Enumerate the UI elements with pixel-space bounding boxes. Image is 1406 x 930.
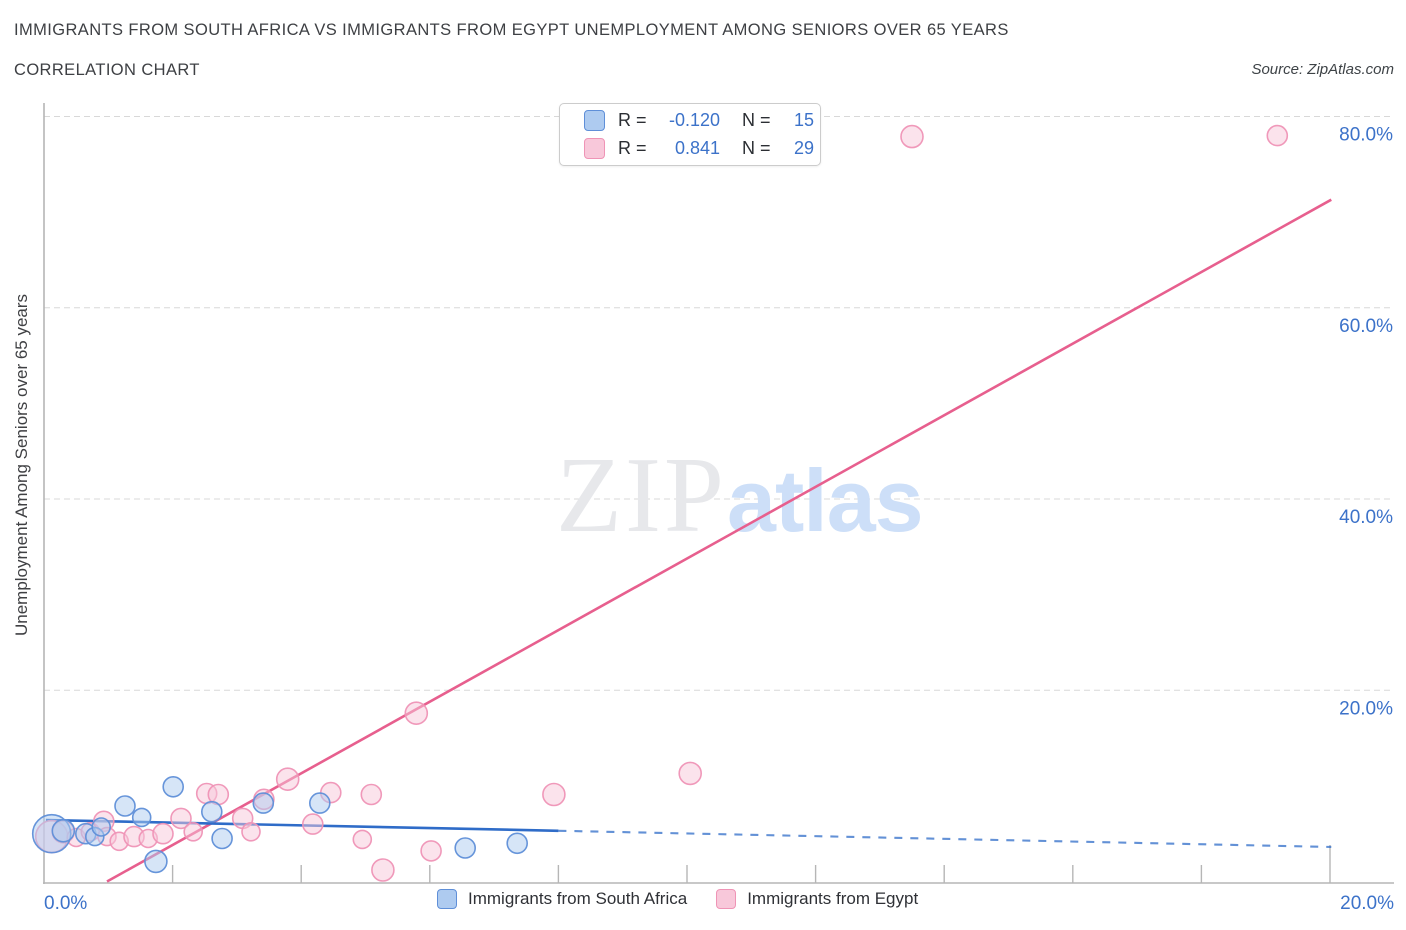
r-value-south-africa: -0.120 bbox=[668, 110, 720, 130]
y-axis-tick-label: 20.0% bbox=[1339, 698, 1393, 719]
data-point-egypt[interactable] bbox=[301, 813, 324, 835]
source-attribution: Source: ZipAtlas.com bbox=[1251, 61, 1394, 78]
legend-item-egypt[interactable]: Immigrants from Egypt bbox=[716, 889, 918, 909]
x-axis-max-label: 20.0% bbox=[1340, 893, 1394, 914]
n-label: N = bbox=[742, 110, 771, 130]
egypt-swatch-icon bbox=[716, 889, 737, 909]
data-point-south-africa[interactable] bbox=[144, 849, 168, 874]
r-label: R = bbox=[618, 110, 647, 130]
legend-label-egypt: Immigrants from Egypt bbox=[747, 889, 919, 908]
y-axis-title: Unemployment Among Seniors over 65 years bbox=[12, 294, 31, 636]
stats-row-south-africa: R = -0.120 N = 15 bbox=[584, 109, 820, 133]
n-label: N = bbox=[742, 138, 771, 158]
data-point-south-africa[interactable] bbox=[308, 792, 331, 814]
data-point-south-africa[interactable] bbox=[114, 795, 136, 817]
legend-label-south-africa: Immigrants from South Africa bbox=[468, 889, 688, 908]
data-point-south-africa[interactable] bbox=[51, 818, 76, 843]
y-axis-tick-label: 40.0% bbox=[1339, 507, 1393, 528]
south-africa-swatch-icon bbox=[584, 110, 605, 131]
page-title: IMMIGRANTS FROM SOUTH AFRICA VS IMMIGRAN… bbox=[14, 21, 1009, 39]
x-axis-min-label: 0.0% bbox=[44, 893, 87, 914]
data-point-egypt[interactable] bbox=[170, 807, 192, 830]
page-subtitle: CORRELATION CHART bbox=[14, 61, 200, 79]
south-africa-swatch-icon bbox=[437, 889, 457, 909]
data-point-egypt[interactable] bbox=[1266, 124, 1289, 147]
zipatlas-watermark: ZIPatlas bbox=[556, 436, 923, 555]
trend-line-egypt bbox=[106, 198, 1332, 883]
data-point-south-africa[interactable] bbox=[201, 800, 223, 823]
r-label: R = bbox=[618, 138, 647, 158]
trend-line-south-africa-extension bbox=[558, 829, 1332, 849]
data-point-south-africa[interactable] bbox=[131, 807, 152, 828]
data-point-egypt[interactable] bbox=[900, 124, 924, 149]
data-point-egypt[interactable] bbox=[152, 822, 174, 845]
data-point-egypt[interactable] bbox=[420, 840, 442, 862]
data-point-egypt[interactable] bbox=[352, 829, 373, 850]
y-axis-tick-label: 80.0% bbox=[1339, 125, 1393, 146]
chart-legend: Immigrants from South Africa Immigrants … bbox=[437, 889, 918, 909]
stats-row-egypt: R = 0.841 N = 29 bbox=[584, 137, 820, 161]
egypt-swatch-icon bbox=[584, 138, 605, 159]
data-point-egypt[interactable] bbox=[241, 821, 261, 842]
r-value-egypt: 0.841 bbox=[674, 138, 720, 158]
data-point-egypt[interactable] bbox=[542, 782, 566, 807]
n-value-south-africa: 15 bbox=[793, 110, 814, 130]
data-point-south-africa[interactable] bbox=[506, 832, 529, 855]
data-point-south-africa[interactable] bbox=[211, 827, 233, 850]
data-point-south-africa[interactable] bbox=[454, 837, 477, 859]
data-point-egypt[interactable] bbox=[360, 783, 383, 806]
data-point-egypt[interactable] bbox=[183, 821, 203, 842]
data-point-egypt[interactable] bbox=[678, 761, 703, 786]
legend-item-south-africa[interactable]: Immigrants from South Africa bbox=[437, 889, 687, 909]
data-point-south-africa[interactable] bbox=[252, 792, 275, 814]
data-point-egypt[interactable] bbox=[371, 858, 395, 882]
data-point-egypt[interactable] bbox=[404, 701, 429, 726]
data-point-south-africa[interactable] bbox=[91, 817, 111, 837]
n-value-egypt: 29 bbox=[793, 138, 814, 158]
data-point-south-africa[interactable] bbox=[162, 775, 184, 798]
data-point-egypt[interactable] bbox=[275, 767, 300, 792]
y-axis-tick-label: 60.0% bbox=[1339, 316, 1393, 337]
correlation-stats-box: R = -0.120 N = 15 R = 0.841 N = 29 bbox=[559, 103, 821, 166]
